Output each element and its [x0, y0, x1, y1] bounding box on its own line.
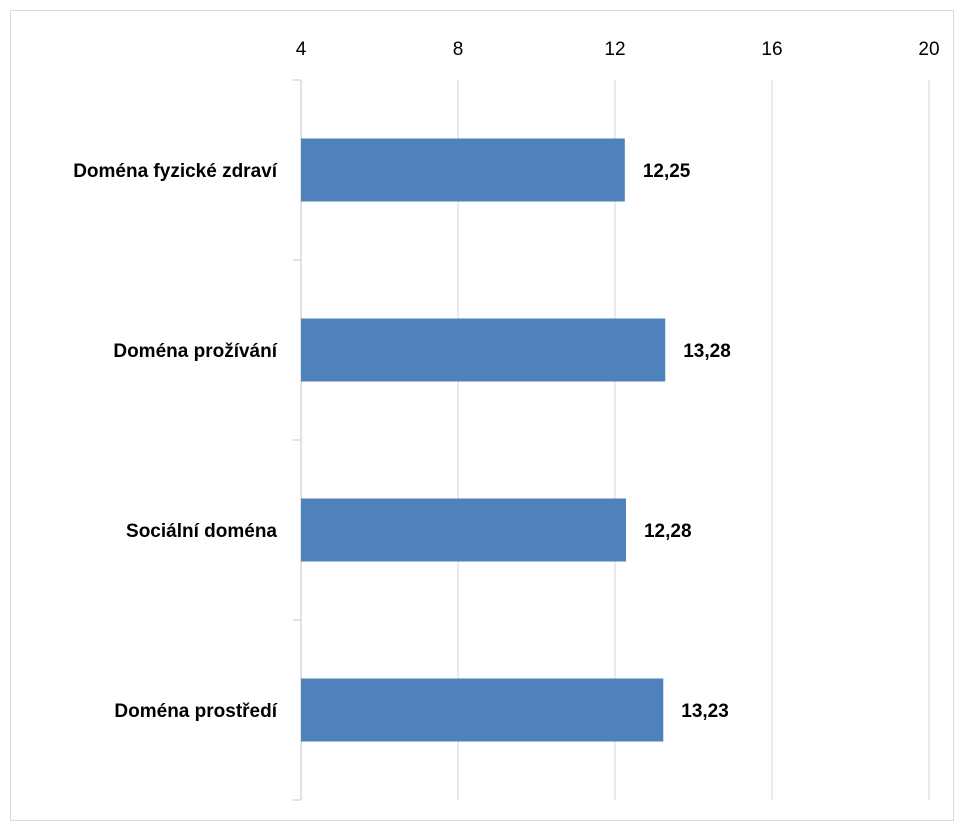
x-tick-label: 16: [761, 39, 782, 60]
data-label: 13,28: [683, 341, 731, 362]
bar: [301, 498, 626, 562]
x-tick-label: 4: [296, 39, 307, 60]
x-tick-label: 8: [453, 39, 464, 60]
category-label: Doména prostředí: [114, 701, 277, 722]
category-label: Doména prožívání: [113, 341, 277, 362]
data-label: 13,23: [681, 701, 729, 722]
labels: 4 8 12 16 20 Doména fyzické zdraví 12,25 Doména…: [73, 39, 939, 722]
bar: [301, 138, 625, 202]
category-label: Doména fyzické zdraví: [73, 161, 278, 182]
bar: [301, 678, 664, 742]
bars: [301, 138, 666, 742]
bar: [301, 318, 666, 382]
data-label: 12,28: [644, 521, 692, 542]
x-tick-label: 20: [918, 39, 939, 60]
category-label: Sociální doména: [126, 521, 277, 542]
category-axis: [293, 79, 302, 801]
x-tick-label: 12: [604, 39, 625, 60]
data-label: 12,25: [643, 161, 691, 182]
